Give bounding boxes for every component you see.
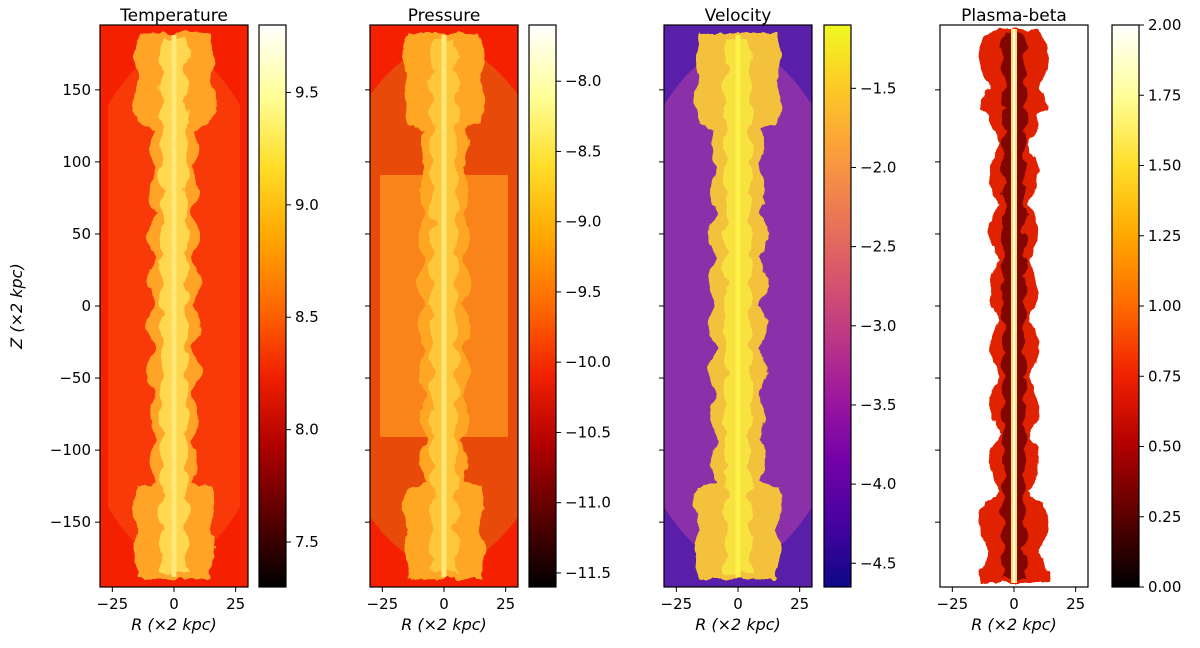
colorbar-frame [823,24,852,588]
x-tick-label: 25 [1066,595,1085,613]
colorbar-frame [258,24,287,588]
colorbar-tick-label: 0.50 [1148,438,1181,456]
colorbar-tick-label: 1.50 [1148,157,1181,175]
colorbar-tick-label: −3.0 [860,317,896,335]
heatmap-image [100,25,248,587]
heatmap-image [370,25,518,587]
x-tick-label: −25 [367,595,399,613]
colorbar-tick-label: 1.75 [1148,86,1181,104]
colorbar-tick-label: −4.5 [860,554,896,572]
colorbar-tick-label: 1.25 [1148,227,1181,245]
colorbar-tick-label: 7.5 [295,533,319,551]
colorbar-tick-label: 2.00 [1148,16,1181,34]
y-tick-label: 50 [72,225,91,243]
x-tick-label: 0 [1009,595,1019,613]
colorbar [1112,25,1139,587]
x-tick-label: 0 [169,595,179,613]
x-tick-label: 0 [733,595,743,613]
x-tick-label: −25 [661,595,693,613]
colorbar-tick-label: −11.5 [565,564,611,582]
colorbar-tick-label: −11.0 [565,494,611,512]
panel-temperature: Temperature −25 0 25 R (×2 kpc) 150 100 50 0 −50 −… [7,6,319,634]
colorbar-tick-label: −8.0 [565,72,601,90]
colorbar-tick-label: 0.00 [1148,578,1181,596]
heatmap-image [664,25,812,587]
panel-title: Pressure [408,6,481,26]
colorbar-tick-label: −10.5 [565,423,611,441]
colorbar-tick-label: −10.0 [565,353,611,371]
heatmap-image [940,25,1088,587]
colorbar-tick-label: 8.5 [295,308,319,326]
y-tick-label: −150 [50,513,91,531]
panel-title: Plasma-beta [961,6,1067,26]
colorbar [529,25,556,587]
colorbar [259,25,286,587]
colorbar-tick-label: −8.5 [565,142,601,160]
panel-velocity: Velocity −25 0 25 R (×2 kpc) −1.5 −2.0 −2.5 −3.0… [659,6,896,634]
colorbar-tick-label: −1.5 [860,79,896,97]
y-tick-label: −100 [50,441,91,459]
panel-pressure: Pressure −25 0 25 R (×2 kpc) −8.0 −8.5 −9.0 −9.5… [365,6,611,634]
colorbar-tick-label: −2.5 [860,238,896,256]
colorbar-tick-label: 0.25 [1148,508,1181,526]
x-tick-label: 25 [496,595,515,613]
panel-plasma-beta: Plasma-beta −25 0 25 R (×2 kpc) 2.00 1.75 1.50 1… [935,6,1181,634]
jet-spine-core [1013,29,1015,583]
jet-spine [735,35,741,577]
y-tick-label: 0 [81,297,91,315]
jet-spine [171,35,177,577]
colorbar-tick-label: −4.0 [860,475,896,493]
colorbar [824,25,851,587]
colorbar-tick-label: −9.5 [565,283,601,301]
colorbar-tick-label: −9.0 [565,213,601,231]
y-tick-label: 150 [62,81,91,99]
y-tick-label: −50 [59,369,91,387]
x-tick-label: −25 [937,595,969,613]
colorbar-frame [528,24,557,588]
y-tick-label: 100 [62,153,91,171]
colorbar-tick-label: 1.00 [1148,297,1181,315]
colorbar-tick-label: −2.0 [860,158,896,176]
y-axis-label: Z (×2 kpc) [7,263,26,349]
colorbar-tick-label: −3.5 [860,396,896,414]
colorbar-tick-label: 9.0 [295,196,319,214]
x-tick-label: 25 [226,595,245,613]
x-axis-label: R (×2 kpc) [971,615,1057,634]
panel-title: Velocity [705,6,772,26]
x-axis-label: R (×2 kpc) [401,615,487,634]
x-tick-label: −25 [97,595,129,613]
x-tick-label: 0 [439,595,449,613]
colorbar-tick-label: 0.75 [1148,367,1181,385]
panel-title: Temperature [119,6,228,26]
x-axis-label: R (×2 kpc) [695,615,781,634]
jet-spine [441,35,447,577]
colorbar-tick-label: 9.5 [295,83,319,101]
x-tick-label: 25 [790,595,809,613]
colorbar-tick-label: 8.0 [295,421,319,439]
x-axis-label: R (×2 kpc) [131,615,217,634]
